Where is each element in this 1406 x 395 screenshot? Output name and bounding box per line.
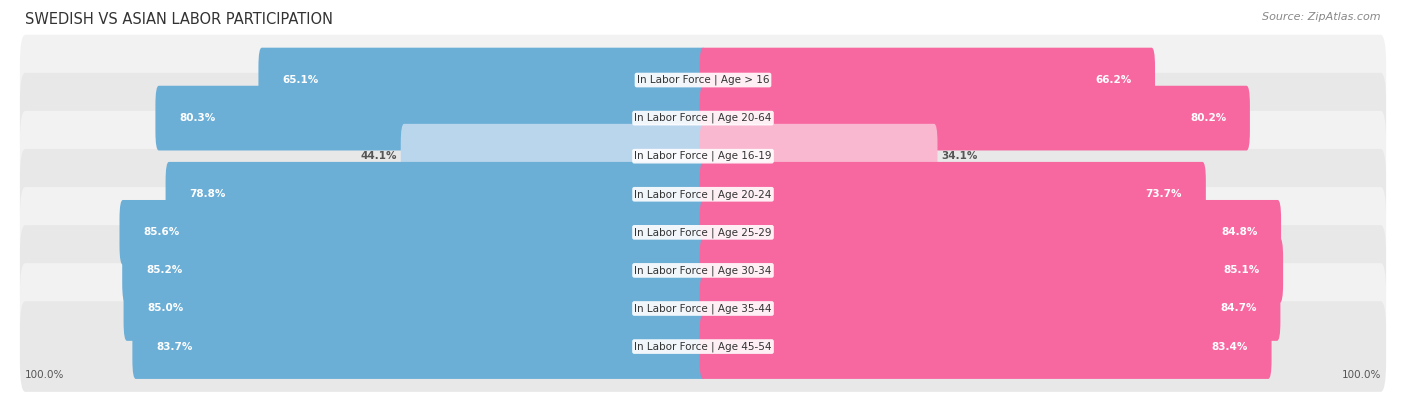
Text: 66.2%: 66.2% [1095, 75, 1132, 85]
FancyBboxPatch shape [700, 124, 938, 188]
Text: In Labor Force | Age 25-29: In Labor Force | Age 25-29 [634, 227, 772, 237]
FancyBboxPatch shape [20, 149, 1386, 240]
FancyBboxPatch shape [20, 301, 1386, 392]
Text: 80.3%: 80.3% [179, 113, 215, 123]
FancyBboxPatch shape [20, 225, 1386, 316]
FancyBboxPatch shape [20, 73, 1386, 164]
FancyBboxPatch shape [132, 314, 706, 379]
FancyBboxPatch shape [124, 276, 706, 341]
FancyBboxPatch shape [20, 187, 1386, 278]
FancyBboxPatch shape [166, 162, 706, 227]
Text: In Labor Force | Age 20-24: In Labor Force | Age 20-24 [634, 189, 772, 199]
Text: In Labor Force | Age 35-44: In Labor Force | Age 35-44 [634, 303, 772, 314]
Text: 84.8%: 84.8% [1220, 228, 1257, 237]
FancyBboxPatch shape [700, 48, 1154, 113]
Text: 85.1%: 85.1% [1223, 265, 1260, 275]
FancyBboxPatch shape [20, 35, 1386, 125]
Text: 100.0%: 100.0% [25, 370, 65, 380]
FancyBboxPatch shape [700, 162, 1206, 227]
FancyBboxPatch shape [156, 86, 706, 150]
FancyBboxPatch shape [700, 276, 1281, 341]
Text: In Labor Force | Age 45-54: In Labor Force | Age 45-54 [634, 341, 772, 352]
Text: 83.7%: 83.7% [156, 342, 193, 352]
FancyBboxPatch shape [700, 238, 1284, 303]
Text: 85.0%: 85.0% [148, 303, 184, 314]
FancyBboxPatch shape [700, 200, 1281, 265]
FancyBboxPatch shape [20, 111, 1386, 201]
Text: In Labor Force | Age > 16: In Labor Force | Age > 16 [637, 75, 769, 85]
Text: 34.1%: 34.1% [941, 151, 977, 161]
Text: 85.6%: 85.6% [143, 228, 180, 237]
FancyBboxPatch shape [120, 200, 706, 265]
Text: 83.4%: 83.4% [1212, 342, 1249, 352]
Text: 84.7%: 84.7% [1220, 303, 1257, 314]
Text: 80.2%: 80.2% [1189, 113, 1226, 123]
Text: 85.2%: 85.2% [146, 265, 183, 275]
Text: In Labor Force | Age 16-19: In Labor Force | Age 16-19 [634, 151, 772, 162]
FancyBboxPatch shape [122, 238, 706, 303]
Text: In Labor Force | Age 30-34: In Labor Force | Age 30-34 [634, 265, 772, 276]
FancyBboxPatch shape [259, 48, 706, 113]
Text: In Labor Force | Age 20-64: In Labor Force | Age 20-64 [634, 113, 772, 123]
Text: SWEDISH VS ASIAN LABOR PARTICIPATION: SWEDISH VS ASIAN LABOR PARTICIPATION [25, 12, 333, 27]
Text: 78.8%: 78.8% [190, 189, 226, 199]
Text: Source: ZipAtlas.com: Source: ZipAtlas.com [1263, 12, 1381, 22]
FancyBboxPatch shape [401, 124, 706, 188]
Text: 100.0%: 100.0% [1341, 370, 1381, 380]
Text: 65.1%: 65.1% [283, 75, 318, 85]
FancyBboxPatch shape [700, 86, 1250, 150]
FancyBboxPatch shape [20, 263, 1386, 354]
Text: 73.7%: 73.7% [1146, 189, 1182, 199]
Text: 44.1%: 44.1% [361, 151, 398, 161]
FancyBboxPatch shape [700, 314, 1271, 379]
